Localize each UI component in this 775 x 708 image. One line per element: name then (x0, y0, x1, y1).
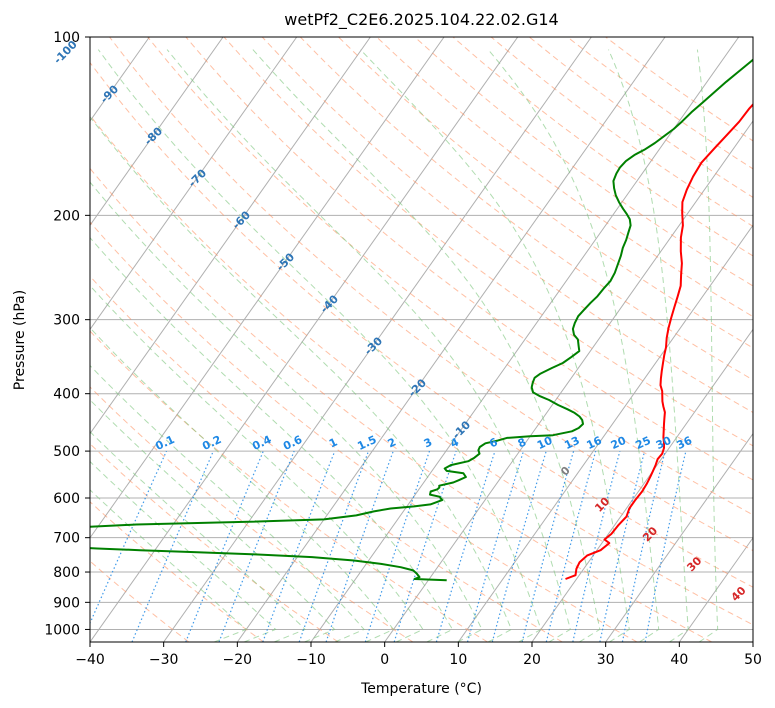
dewpoint-profile (90, 58, 753, 582)
x-tick-label: 40 (670, 652, 688, 668)
isotherm-line (531, 328, 753, 642)
y-tick-label: 200 (53, 208, 80, 224)
profiles (90, 58, 753, 582)
isotherm-line (90, 37, 224, 227)
dry-adiabat-line (90, 114, 753, 626)
isotherm-line (163, 37, 592, 642)
moist-adiabat-line (360, 49, 630, 642)
mixing-ratio-label: 30 (654, 434, 674, 452)
isotherm-line (678, 536, 753, 642)
x-tick-label: 20 (523, 652, 541, 668)
moist-adiabat-line (696, 49, 719, 642)
moist-adiabat-line (608, 49, 689, 642)
isotherm-line (236, 37, 666, 642)
y-tick-label: 500 (53, 444, 80, 460)
mixing-ratio-line (572, 450, 621, 642)
dry-adiabat-line (261, 37, 753, 414)
mixing-ratio-line (131, 450, 214, 642)
dry-adiabat-line (338, 37, 753, 349)
moist-adiabat-line (166, 49, 571, 642)
moist-adiabat-line (90, 115, 513, 642)
dry-adiabat-line (109, 37, 753, 552)
mixing-ratio-line (521, 450, 575, 642)
mixing-ratio-label: 13 (562, 434, 581, 452)
y-tick-label: 1000 (44, 622, 80, 638)
plot-frame (89, 36, 754, 643)
x-axis-ticks: −40 −30 −20 −10 0 10 20 30 40 50 (75, 642, 762, 668)
y-tick-label: 400 (53, 387, 80, 403)
x-axis-label: Temperature (°C) (360, 681, 482, 697)
y-axis-label: Pressure (hPa) (12, 290, 28, 390)
isotherm-line (90, 37, 519, 642)
mixing-ratio-label: 10 (535, 434, 555, 452)
mixing-ratio-line (599, 450, 646, 642)
moist-adiabat-line (487, 49, 660, 642)
y-tick-label: 700 (53, 531, 80, 547)
y-axis-ticks: 100 200 300 400 500 600 700 800 900 1000 (44, 30, 90, 638)
temperature-profile (565, 102, 753, 580)
isotherm-line (605, 432, 753, 642)
moist-adiabat-line (90, 181, 483, 642)
y-tick-label: 100 (53, 30, 80, 46)
dry-adiabat-line (299, 37, 753, 381)
mixing-ratio-line (185, 450, 264, 642)
x-tick-label: 0 (380, 652, 389, 668)
dry-adiabat-line (90, 61, 753, 588)
dry-adiabat-line (90, 501, 264, 642)
moist-adiabat-line (90, 284, 424, 642)
background-lines (90, 37, 753, 642)
moist-adiabat-line (90, 399, 336, 642)
y-tick-label: 600 (53, 491, 80, 507)
isotherm-line (90, 37, 298, 331)
mixing-ratio-line (545, 450, 597, 642)
y-tick-label: 300 (53, 313, 80, 329)
mixing-ratio-line (466, 450, 525, 642)
mixing-ratio-line (621, 450, 666, 642)
dry-adiabat-line (90, 275, 563, 642)
dry-adiabat-line (90, 167, 712, 642)
y-tick-label: 800 (53, 565, 80, 581)
mixing-ratio-label: 16 (585, 434, 605, 452)
y-tick-label: 900 (53, 595, 80, 611)
moist-adiabat-line (252, 49, 601, 642)
dry-adiabat-line (90, 330, 488, 642)
x-tick-label: −40 (75, 652, 105, 668)
mixing-ratio-line (218, 450, 295, 642)
dry-adiabat-line (147, 37, 753, 516)
isotherm-line (90, 37, 371, 435)
mixing-ratio-line (364, 450, 431, 642)
x-tick-label: 50 (744, 652, 762, 668)
x-tick-label: 10 (449, 652, 467, 668)
mixing-ratio-label: 20 (609, 434, 629, 452)
moist-adiabat-line (90, 489, 248, 642)
isotherm-line (457, 224, 753, 642)
isotherm-line (310, 37, 740, 642)
mixing-ratio-line (90, 450, 168, 625)
mixing-ratio-line (491, 450, 547, 642)
mixing-ratio-line (262, 450, 336, 642)
mixing-ratio-line (325, 450, 394, 642)
x-tick-label: −30 (149, 652, 179, 668)
mixing-ratio-line (435, 450, 496, 642)
moist-adiabat-line (97, 49, 542, 642)
x-tick-label: −20 (223, 652, 253, 668)
moist-adiabat-line (90, 430, 307, 642)
mixing-ratio-label: 25 (633, 434, 652, 452)
isotherm-line (90, 37, 445, 539)
mixing-ratio-line (393, 450, 457, 642)
x-tick-label: 30 (597, 652, 615, 668)
x-tick-label: −10 (296, 652, 326, 668)
moist-adiabat-line (90, 327, 395, 642)
dry-adiabat-line (90, 386, 414, 642)
moist-adiabat-line (90, 236, 454, 642)
moist-adiabat-line (90, 460, 277, 642)
isotherm-line (384, 120, 753, 642)
mixing-ratio-label: 36 (675, 434, 695, 452)
dry-adiabat-line (90, 221, 638, 642)
chart-title: wetPf2_C2E6.2025.104.22.02.G14 (284, 10, 558, 30)
mixing-ratio-line (298, 450, 370, 642)
